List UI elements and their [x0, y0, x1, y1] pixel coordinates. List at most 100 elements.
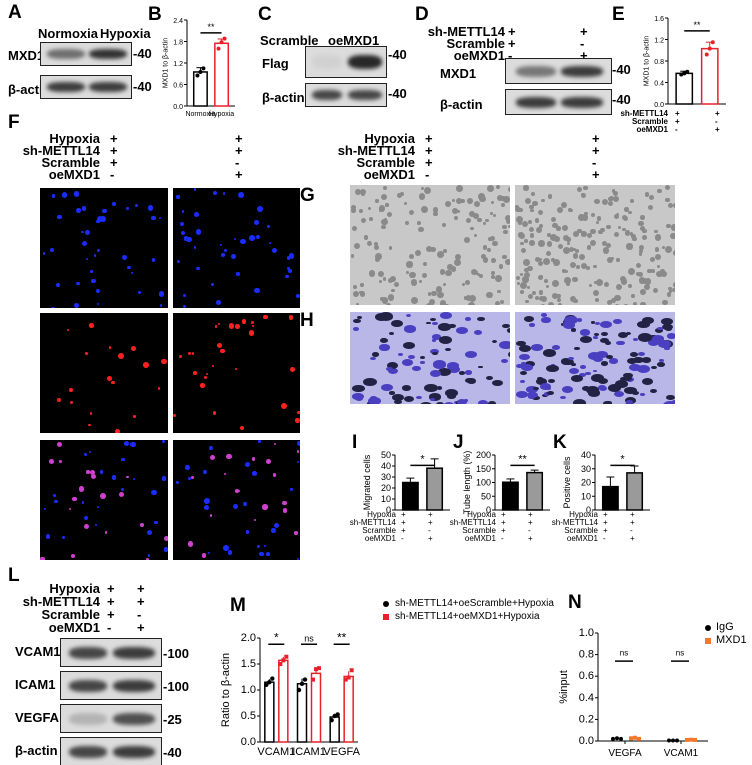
data-point — [329, 717, 334, 723]
y-tick-label: 20 — [381, 483, 391, 493]
cell — [596, 279, 604, 287]
cell — [367, 206, 371, 211]
y-axis-label: MXD1 to β-actin — [643, 36, 650, 86]
cell — [504, 214, 510, 222]
cell — [354, 188, 362, 196]
cell — [573, 248, 577, 252]
cell — [586, 232, 592, 238]
condition-sign: + — [137, 620, 145, 635]
cell — [661, 271, 668, 278]
condition-sign: - — [715, 117, 718, 126]
data-point — [704, 52, 709, 57]
condition-sign: - — [603, 534, 606, 543]
condition-sign: + — [235, 167, 243, 182]
cell — [262, 314, 268, 320]
cell — [423, 187, 431, 195]
panel-label-L: L — [8, 565, 20, 586]
cell — [611, 189, 616, 193]
cell — [435, 401, 445, 404]
cell — [379, 344, 390, 351]
cell — [251, 320, 255, 324]
cell — [519, 282, 527, 290]
cell — [638, 221, 644, 227]
legend-label: MXD1 — [716, 634, 747, 646]
cell — [185, 465, 190, 471]
y-tick-label: 0 — [486, 505, 491, 515]
cell — [389, 391, 395, 395]
cell — [351, 384, 366, 393]
cell — [547, 302, 554, 305]
western-blot-1 — [60, 671, 162, 700]
cell — [673, 203, 675, 209]
cell — [252, 470, 258, 476]
cell — [51, 306, 56, 308]
data-point — [311, 677, 315, 682]
cell — [477, 273, 481, 277]
cell — [486, 185, 494, 193]
cell — [427, 292, 431, 296]
cell — [638, 277, 645, 284]
bar — [214, 42, 230, 107]
cell — [85, 230, 91, 236]
cell — [461, 282, 466, 287]
cell — [151, 258, 156, 263]
panel-label-C: C — [258, 4, 272, 25]
condition-sign: + — [528, 518, 533, 527]
cell — [623, 376, 632, 382]
cell — [89, 469, 95, 476]
cell — [96, 302, 100, 306]
cell — [607, 200, 613, 206]
cell — [494, 300, 500, 305]
cell — [388, 331, 394, 335]
cell — [580, 231, 587, 238]
significance-label: * — [420, 453, 425, 465]
cell — [160, 304, 163, 307]
blot-band — [89, 49, 127, 60]
condition-sign: - — [235, 155, 240, 170]
y-tick-label: 0.8 — [654, 59, 664, 66]
mw-marker: -40 — [612, 62, 631, 77]
legend-marker — [383, 601, 389, 607]
cell — [590, 228, 596, 235]
x-tick-label: VCAM1 — [257, 746, 295, 758]
mw-marker: -40 — [133, 46, 152, 61]
x-tick-label: Hypoxia — [209, 111, 234, 118]
cell — [386, 362, 398, 369]
fluorescence-image — [40, 440, 168, 560]
cell — [566, 281, 571, 286]
cell — [49, 459, 54, 465]
condition-sign: + — [528, 534, 533, 543]
data-point — [281, 658, 286, 663]
cell — [474, 330, 482, 335]
condition-sign: + — [107, 581, 115, 596]
cell — [538, 275, 544, 281]
cell — [205, 372, 208, 375]
chart-J: 0 50 100 150 200 Tube length (%) ** — [462, 450, 550, 515]
cell — [519, 290, 524, 294]
cell — [588, 283, 593, 288]
cell — [257, 440, 261, 443]
cell — [545, 250, 552, 257]
cell — [615, 283, 622, 290]
cell — [602, 401, 612, 404]
cell — [547, 233, 551, 237]
condition-sign: + — [501, 518, 506, 527]
cell — [76, 281, 81, 286]
western-blot-2 — [60, 704, 162, 733]
y-tick-label: 30 — [581, 464, 591, 474]
cell — [610, 257, 614, 261]
cell — [120, 457, 125, 462]
cell — [666, 333, 675, 339]
cell — [431, 334, 441, 340]
cell — [641, 357, 652, 363]
cell — [430, 317, 436, 322]
cell — [663, 401, 675, 404]
cell — [249, 235, 255, 242]
cell — [227, 550, 232, 555]
cell — [550, 216, 556, 222]
cell — [482, 245, 488, 250]
cell — [631, 363, 638, 368]
cell — [607, 383, 622, 393]
cell — [360, 283, 364, 287]
condition-sign: - — [675, 125, 678, 134]
